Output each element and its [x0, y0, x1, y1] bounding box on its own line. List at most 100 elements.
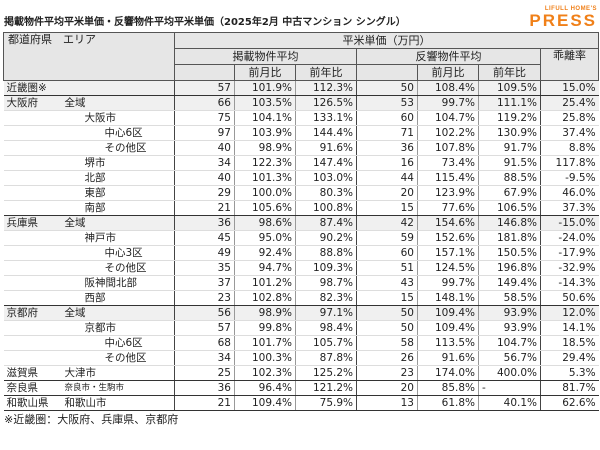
region-labels: 奈良県 奈良市・生駒市	[7, 381, 172, 395]
table-row: 和歌山県 和歌山市 21 109.4% 75.9% 13 61.8% 40.1% 62.6%	[3, 395, 599, 411]
region-cell: その他区	[3, 260, 175, 276]
listing-yoy-cell: 75.9%	[295, 395, 357, 411]
response-yoy-cell: 119.2%	[478, 110, 541, 126]
region-labels: 滋賀県 大津市	[7, 366, 172, 380]
listing-yoy-cell: 88.8%	[295, 245, 357, 261]
listing-yoy-cell: 100.8%	[295, 200, 357, 216]
gap-rate-cell: 8.8%	[540, 140, 599, 156]
gap-rate-cell: 5.3%	[540, 365, 599, 381]
response-yoy-cell: 56.7%	[478, 350, 541, 366]
gap-rate-cell: 62.6%	[540, 395, 599, 411]
gap-rate-cell: 25.8%	[540, 110, 599, 126]
listing-mom-cell: 101.7%	[234, 335, 296, 351]
listing-avg-cell: 37	[174, 275, 235, 291]
area-label: 和歌山市	[64, 397, 107, 409]
area-label: 堺市	[84, 157, 106, 169]
listing-mom-cell: 101.3%	[234, 170, 296, 186]
response-yoy-cell: 130.9%	[478, 125, 541, 141]
response-mom-cell: 77.6%	[417, 200, 479, 216]
region-cell: 南部	[3, 200, 175, 216]
response-mom-cell: 85.8%	[417, 380, 479, 396]
listing-yoy-cell: 98.4%	[295, 320, 357, 336]
response-yoy-cell: 146.8%	[478, 215, 541, 231]
region-labels: 近畿圏※	[7, 81, 172, 95]
response-mom-cell: 154.6%	[417, 215, 479, 231]
prefecture-label: 滋賀県	[6, 367, 39, 379]
area-label: 中心3区	[104, 247, 143, 259]
region-cell: 京都市	[3, 320, 175, 336]
region-labels: その他区	[7, 141, 172, 155]
listing-yoy-cell: 80.3%	[295, 185, 357, 201]
listing-mom-cell: 103.9%	[234, 125, 296, 141]
gap-rate-cell: -9.5%	[540, 170, 599, 186]
region-labels: 西部	[7, 291, 172, 305]
table-row: 近畿圏※ 57 101.9% 112.3% 50 108.4% 109.5% 15.0%	[3, 80, 599, 96]
listing-mom-cell: 100.0%	[234, 185, 296, 201]
table-row: 兵庫県 全域 36 98.6% 87.4% 42 154.6% 146.8% -15.0%	[3, 215, 599, 231]
region-cell: 阪神間北部	[3, 275, 175, 291]
response-yoy-cell: 106.5%	[478, 200, 541, 216]
region-cell: 近畿圏※	[3, 80, 175, 96]
listing-mom-cell: 103.5%	[234, 95, 296, 111]
response-yoy-cell: 111.1%	[478, 95, 541, 111]
response-avg-cell: 20	[356, 380, 418, 396]
listing-mom-cell: 101.9%	[234, 80, 296, 96]
listing-avg-cell: 34	[174, 350, 235, 366]
response-mom-cell: 174.0%	[417, 365, 479, 381]
table-row: 中心6区 68 101.7% 105.7% 58 113.5% 104.7% 18.5%	[3, 335, 599, 351]
response-avg-cell: 26	[356, 350, 418, 366]
response-avg-cell: 36	[356, 140, 418, 156]
response-avg-cell: 50	[356, 80, 418, 96]
response-mom-cell: 99.7%	[417, 275, 479, 291]
area-label: 神戸市	[84, 232, 117, 244]
region-labels: 南部	[7, 201, 172, 215]
table-row: 京都府 全域 56 98.9% 97.1% 50 109.4% 93.9% 12.0%	[3, 305, 599, 321]
gap-rate-cell: 50.6%	[540, 290, 599, 306]
response-avg-cell: 13	[356, 395, 418, 411]
region-labels: 京都市	[7, 321, 172, 335]
response-mom-cell: 123.9%	[417, 185, 479, 201]
response-yoy-cell: 67.9%	[478, 185, 541, 201]
listing-yoy-cell: 125.2%	[295, 365, 357, 381]
lifull-press-logo: LIFULL HOME'S PRESS	[529, 6, 597, 29]
area-label: 東部	[84, 187, 106, 199]
header-listing-mom: 前月比	[234, 64, 296, 81]
listing-avg-cell: 29	[174, 185, 235, 201]
listing-avg-cell: 57	[174, 320, 235, 336]
price-table: 都道府県 エリア 平米単価（万円） 掲載物件平均 反響物件平均 乖離率 前月比 …	[3, 32, 600, 411]
response-mom-cell: 91.6%	[417, 350, 479, 366]
region-cell: 西部	[3, 290, 175, 306]
listing-avg-cell: 25	[174, 365, 235, 381]
region-cell: 神戸市	[3, 230, 175, 246]
gap-rate-cell: 14.1%	[540, 320, 599, 336]
listing-yoy-cell: 147.4%	[295, 155, 357, 171]
listing-yoy-cell: 144.4%	[295, 125, 357, 141]
response-mom-cell: 99.7%	[417, 95, 479, 111]
response-mom-cell: 108.4%	[417, 80, 479, 96]
listing-avg-cell: 49	[174, 245, 235, 261]
response-yoy-cell: 150.5%	[478, 245, 541, 261]
listing-mom-cell: 92.4%	[234, 245, 296, 261]
region-cell: 滋賀県 大津市	[3, 365, 175, 381]
listing-avg-cell: 21	[174, 395, 235, 411]
response-yoy-cell: 400.0%	[478, 365, 541, 381]
region-labels: 中心6区	[7, 126, 172, 140]
response-avg-cell: 51	[356, 260, 418, 276]
listing-mom-cell: 98.9%	[234, 305, 296, 321]
region-labels: 阪神間北部	[7, 276, 172, 290]
listing-yoy-cell: 103.0%	[295, 170, 357, 186]
listing-yoy-cell: 87.8%	[295, 350, 357, 366]
response-avg-cell: 60	[356, 110, 418, 126]
listing-mom-cell: 102.8%	[234, 290, 296, 306]
response-avg-cell: 59	[356, 230, 418, 246]
response-mom-cell: 115.4%	[417, 170, 479, 186]
gap-rate-cell: 46.0%	[540, 185, 599, 201]
area-label: 中心6区	[104, 127, 143, 139]
header-response-avg	[356, 64, 418, 81]
gap-rate-cell: -15.0%	[540, 215, 599, 231]
response-yoy-cell: 104.7%	[478, 335, 541, 351]
listing-mom-cell: 105.6%	[234, 200, 296, 216]
table-row: その他区 40 98.9% 91.6% 36 107.8% 91.7% 8.8%	[3, 140, 599, 156]
region-labels: 兵庫県 全域	[7, 216, 172, 230]
page-title: 掲載物件平均平米単価・反響物件平均平米単価（2025年2月 中古マンション シン…	[4, 17, 406, 28]
